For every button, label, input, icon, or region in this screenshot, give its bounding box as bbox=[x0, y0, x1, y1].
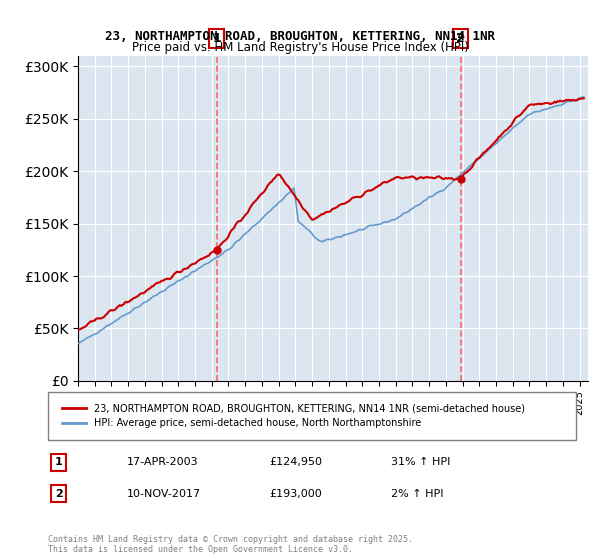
Text: 1: 1 bbox=[55, 458, 62, 468]
Text: £124,950: £124,950 bbox=[270, 458, 323, 468]
Text: Contains HM Land Registry data © Crown copyright and database right 2025.
This d: Contains HM Land Registry data © Crown c… bbox=[48, 535, 413, 554]
Text: 2: 2 bbox=[55, 489, 62, 499]
FancyBboxPatch shape bbox=[48, 392, 576, 440]
Text: Price paid vs. HM Land Registry's House Price Index (HPI): Price paid vs. HM Land Registry's House … bbox=[131, 41, 469, 54]
Text: £193,000: £193,000 bbox=[270, 489, 323, 499]
Legend: 23, NORTHAMPTON ROAD, BROUGHTON, KETTERING, NN14 1NR (semi-detached house), HPI:: 23, NORTHAMPTON ROAD, BROUGHTON, KETTERI… bbox=[58, 399, 529, 432]
Text: 23, NORTHAMPTON ROAD, BROUGHTON, KETTERING, NN14 1NR: 23, NORTHAMPTON ROAD, BROUGHTON, KETTERI… bbox=[105, 30, 495, 43]
Text: 2% ↑ HPI: 2% ↑ HPI bbox=[391, 489, 444, 499]
Text: 1: 1 bbox=[212, 32, 221, 45]
Text: 17-APR-2003: 17-APR-2003 bbox=[127, 458, 199, 468]
Text: 10-NOV-2017: 10-NOV-2017 bbox=[127, 489, 202, 499]
Text: 2: 2 bbox=[456, 32, 465, 45]
Text: 31% ↑ HPI: 31% ↑ HPI bbox=[391, 458, 451, 468]
